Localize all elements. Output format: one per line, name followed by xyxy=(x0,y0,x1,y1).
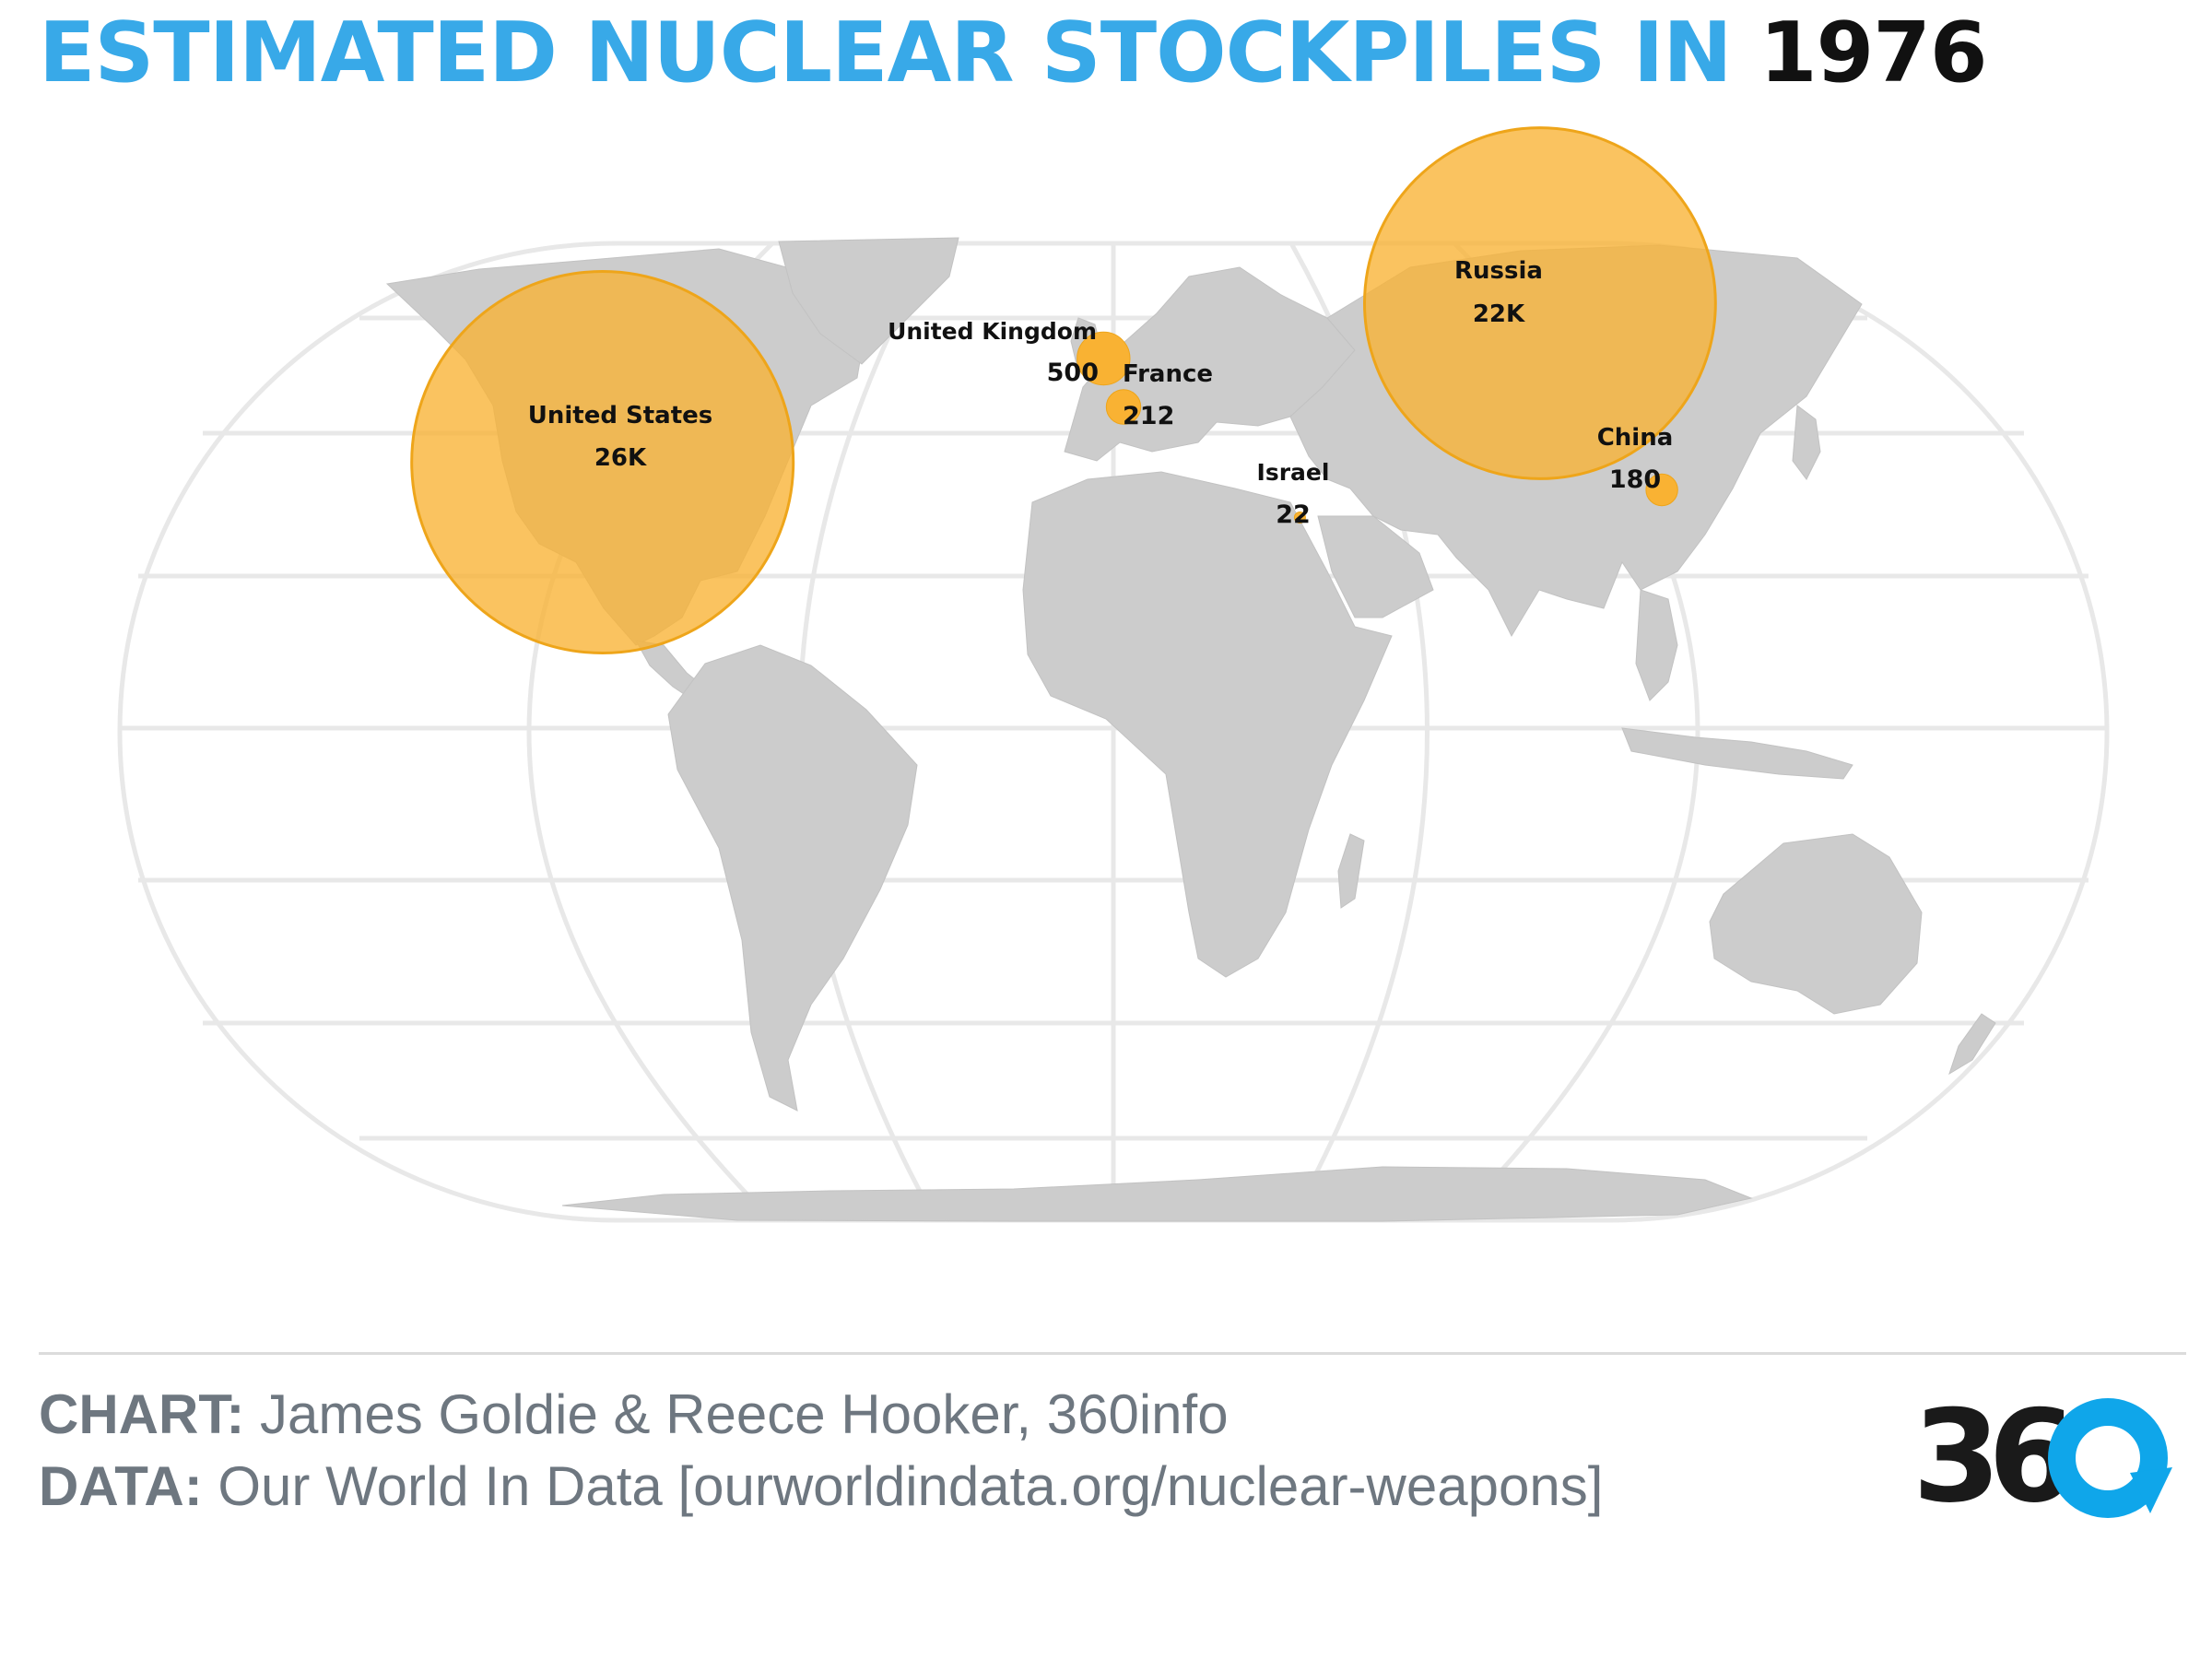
value-label-united-kingdom: 500 xyxy=(1047,359,1099,387)
japan xyxy=(1792,405,1821,480)
greenland xyxy=(778,237,959,365)
arabian-peninsula xyxy=(1317,515,1434,618)
chart-credit-text: James Goldie & Reece Hooker, 360info xyxy=(259,1383,1229,1445)
marker-israel xyxy=(1293,512,1306,524)
southeast-asia xyxy=(1635,589,1678,701)
logo-arrow-icon xyxy=(2130,1467,2172,1513)
marker-russia xyxy=(1363,126,1717,480)
360info-logo: 36 xyxy=(1912,1382,2172,1530)
country-label-united-states: United States xyxy=(528,402,713,429)
data-credit-label: DATA: xyxy=(39,1455,203,1517)
antarctica xyxy=(561,1166,1753,1222)
marker-united-states xyxy=(410,270,795,654)
country-label-united-kingdom: United Kingdom xyxy=(888,318,1097,345)
indonesia xyxy=(1621,727,1853,780)
value-label-china: 180 xyxy=(1609,465,1661,494)
marker-united-kingdom xyxy=(1077,331,1131,386)
country-label-china: China xyxy=(1597,424,1674,452)
country-label-russia: Russia xyxy=(1454,257,1543,285)
marker-china xyxy=(1645,473,1678,507)
footer-divider xyxy=(39,1352,2186,1355)
value-label-france: 212 xyxy=(1123,402,1174,430)
africa xyxy=(1022,471,1393,978)
logo-ring-icon xyxy=(2048,1398,2168,1518)
madagascar xyxy=(1337,833,1365,909)
data-credit-text: Our World In Data [ourworldindata.org/nu… xyxy=(218,1455,1604,1517)
value-label-israel: 22 xyxy=(1276,500,1311,529)
stockpile-markers: United States 26K Russia 22K United King… xyxy=(410,126,1717,654)
value-label-united-states: 26K xyxy=(594,444,647,472)
country-label-france: France xyxy=(1123,360,1213,388)
chart-title: ESTIMATED NUCLEAR STOCKPILES IN 1976 xyxy=(39,5,1987,101)
marker-france xyxy=(1105,389,1142,425)
title-year: 1976 xyxy=(1759,5,1987,101)
south-america xyxy=(667,644,918,1112)
chart-credit: CHART: James Goldie & Reece Hooker, 360i… xyxy=(39,1382,1229,1446)
data-credit: DATA: Our World In Data [ourworldindata.… xyxy=(39,1454,1603,1518)
australia xyxy=(1709,833,1923,1015)
value-label-russia: 22K xyxy=(1473,300,1525,328)
chart-credit-label: CHART: xyxy=(39,1383,245,1445)
world-map: United States 26K Russia 22K United King… xyxy=(117,126,2110,1223)
logo-digits: 36 xyxy=(1912,1382,2070,1530)
country-label-israel: Israel xyxy=(1257,459,1330,486)
title-main: ESTIMATED NUCLEAR STOCKPILES IN xyxy=(39,5,1733,101)
new-zealand xyxy=(1948,1013,1996,1076)
